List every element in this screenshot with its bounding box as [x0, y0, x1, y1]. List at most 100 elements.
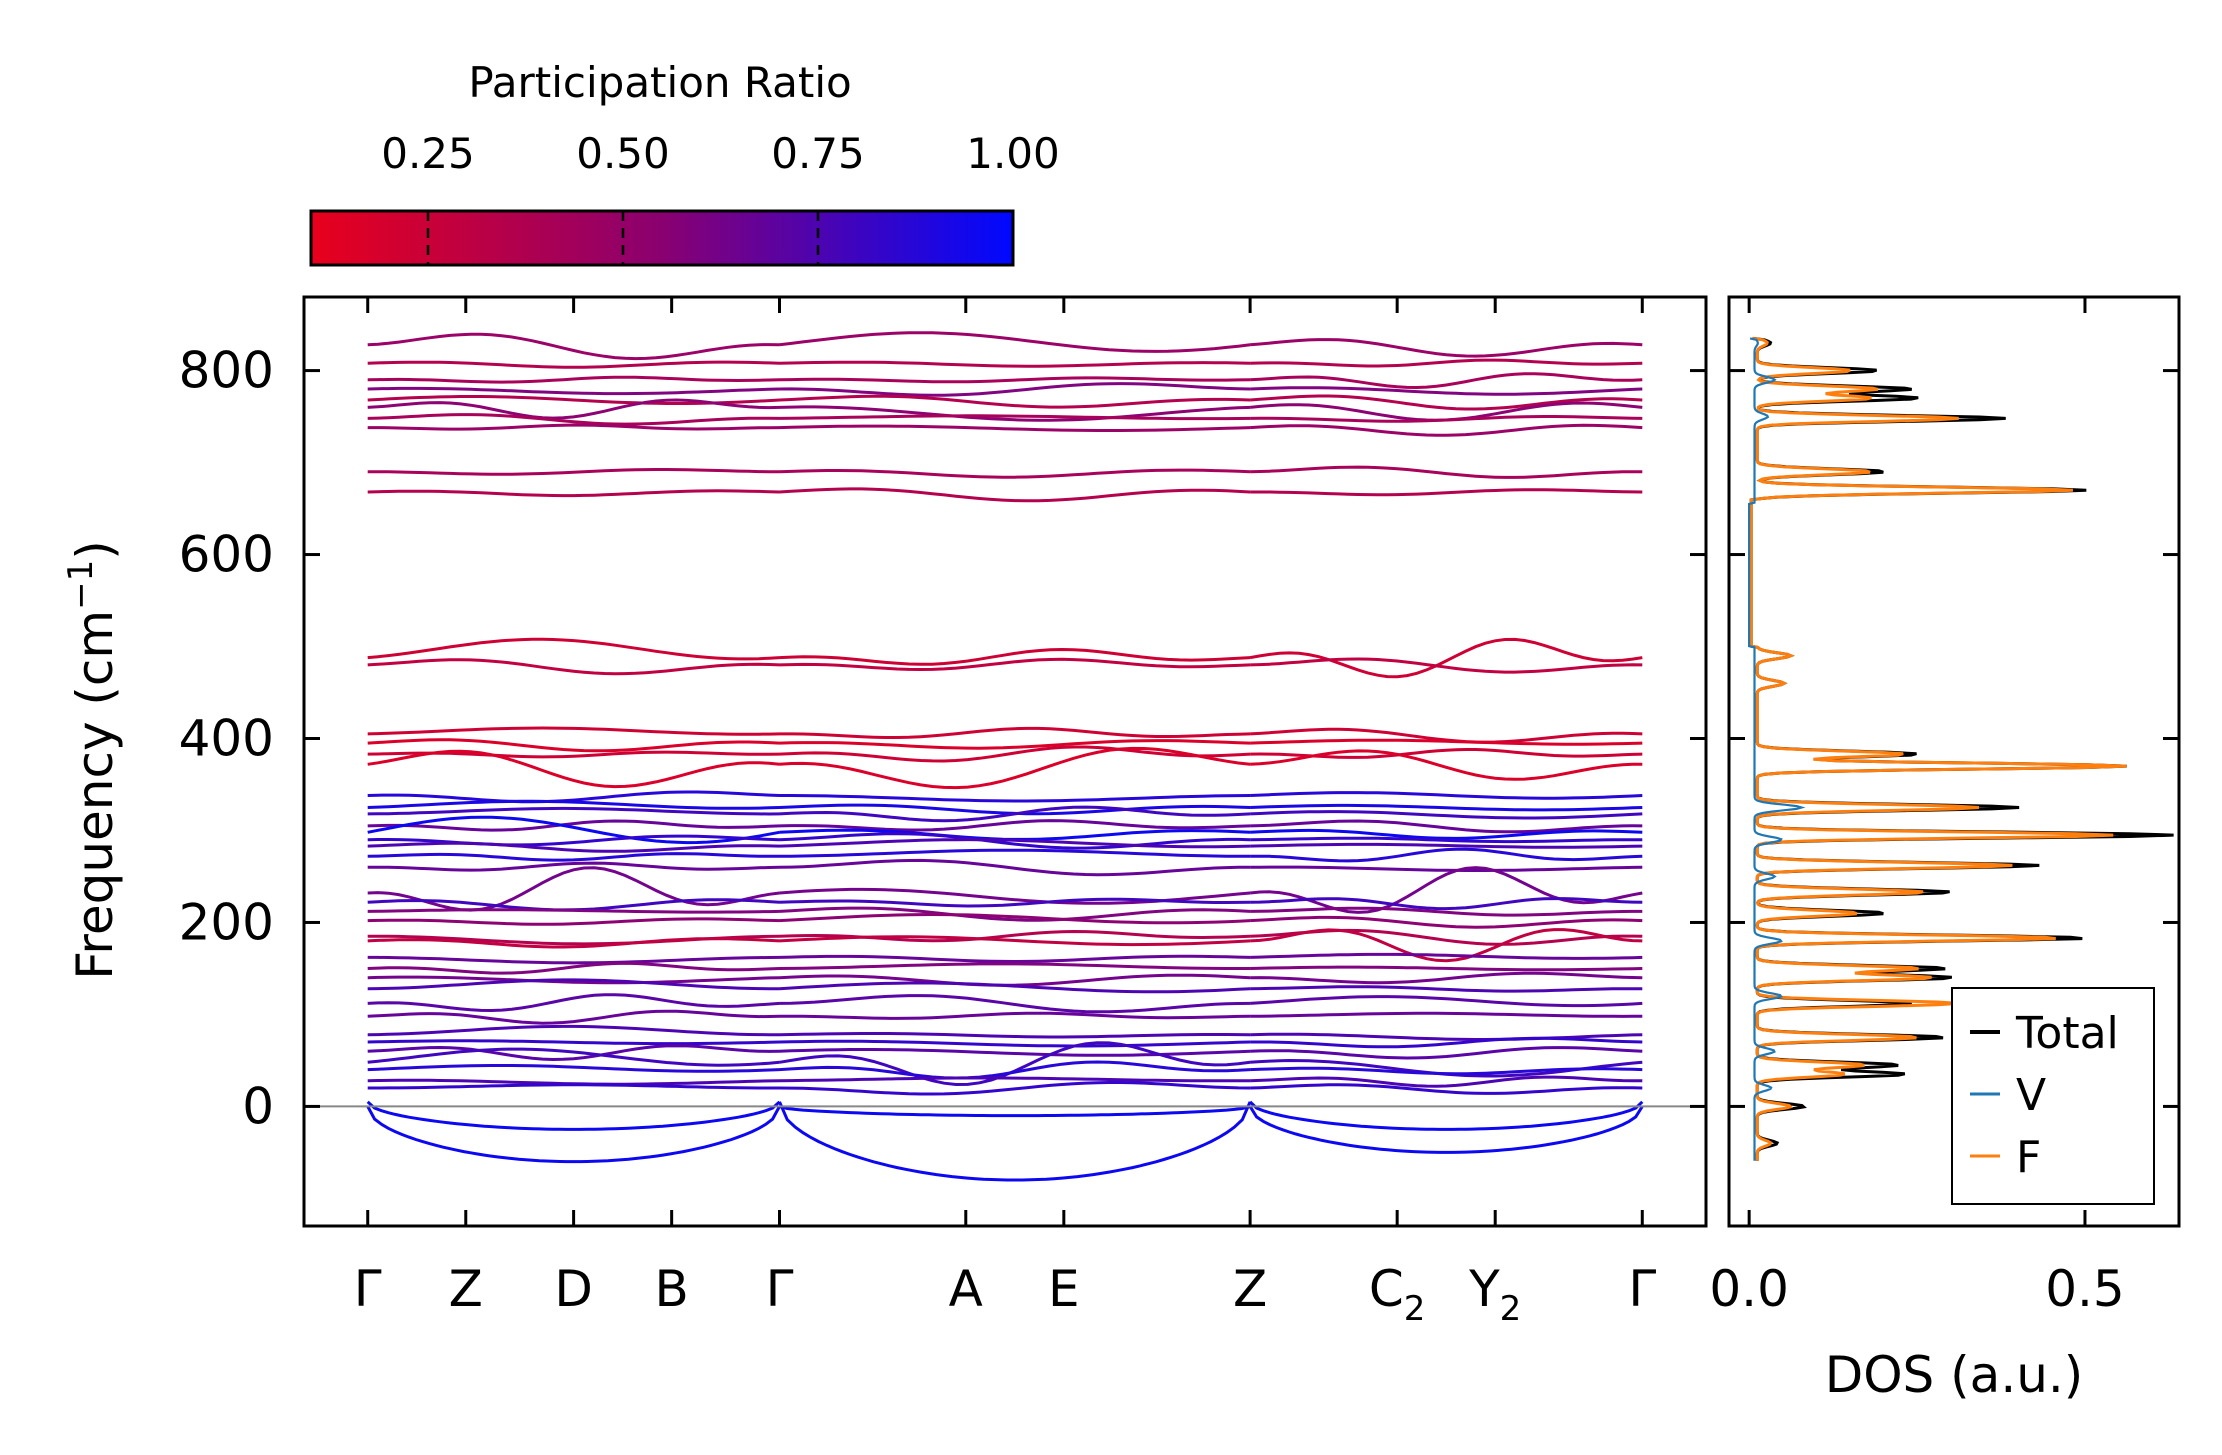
- kpoint-label: Z: [1233, 1260, 1267, 1318]
- band-line: [367, 658, 780, 676]
- kpoint-label: Γ: [766, 1260, 794, 1318]
- band-line: [1250, 928, 1643, 963]
- kpoint-label: D: [554, 1260, 593, 1318]
- band-line: [1249, 394, 1643, 411]
- band-line: [1250, 965, 1643, 972]
- band-line: [779, 739, 1251, 750]
- band-line: [779, 981, 1251, 994]
- band-line: [367, 468, 780, 476]
- colorbar: Participation Ratio 0.25 0.50 0.75 1.00: [309, 58, 1060, 267]
- dos-legend: Total V F: [1951, 987, 2155, 1205]
- y-tick-label: 400: [179, 710, 274, 768]
- colorbar-tick-label: 0.75: [771, 129, 865, 178]
- band-line: [367, 360, 780, 369]
- kpoint-label: B: [655, 1260, 689, 1318]
- band-line: [1250, 971, 1643, 985]
- band-line: [779, 906, 1251, 922]
- colorbar-tick-label: 0.50: [576, 129, 670, 178]
- band-line: [367, 975, 780, 985]
- band-line: [367, 1044, 780, 1062]
- band-line: [779, 382, 1251, 397]
- band-x-ticks: Γ Z D B Γ A E Z C2 Y2 Γ: [354, 297, 1656, 1329]
- band-line: [779, 994, 1251, 1014]
- band-line: [367, 1083, 780, 1090]
- band-line: [367, 790, 780, 804]
- colorbar-tick-label: 1.00: [966, 129, 1060, 178]
- band-line: [367, 637, 780, 661]
- kpoint-label: Y2: [1468, 1260, 1521, 1329]
- band-line: [1250, 1066, 1643, 1076]
- y-tick-label: 600: [179, 526, 274, 584]
- band-line: [367, 1047, 780, 1067]
- band-line: [367, 749, 780, 789]
- band-line: [1249, 866, 1643, 914]
- y-tick-label: 200: [179, 893, 274, 951]
- band-line: [779, 838, 1251, 849]
- band-y-axis-title: Frequency (cm−1): [61, 540, 124, 980]
- band-line: [367, 861, 780, 872]
- band-line: [367, 799, 780, 810]
- band-y-ticks: 0 200 400 600 800: [179, 342, 1706, 1135]
- band-line: [779, 468, 1251, 479]
- band-line: [367, 841, 780, 853]
- soft-mode-line: [366, 1100, 781, 1131]
- band-line: [367, 1039, 780, 1046]
- band-line: [779, 726, 1251, 739]
- band-line: [779, 1076, 1251, 1083]
- band-line: [779, 1039, 1251, 1048]
- band-line: [779, 745, 1251, 763]
- band-line: [1250, 791, 1643, 800]
- band-line: [779, 1048, 1251, 1057]
- band-line: [367, 1024, 780, 1037]
- band-line: [367, 834, 780, 847]
- band-line: [1250, 1032, 1643, 1041]
- band-line: [367, 1009, 780, 1025]
- dos-lines: [1748, 336, 2174, 1161]
- band-line: [367, 955, 780, 965]
- band-line: [779, 376, 1251, 384]
- band-line: [779, 331, 1251, 353]
- band-line: [779, 1081, 1251, 1096]
- band-line: [367, 937, 780, 949]
- band-line: [1250, 952, 1643, 960]
- band-line: [367, 852, 780, 862]
- soft-mode-line: [1249, 1100, 1644, 1131]
- band-line: [1250, 423, 1643, 437]
- band-line: [1250, 865, 1643, 872]
- soft-mode-line: [1248, 1105, 1644, 1154]
- band-line: [367, 866, 780, 912]
- band-line: [1250, 985, 1643, 993]
- band-line: [1250, 828, 1643, 840]
- band-line: [367, 908, 780, 914]
- dos-plot-frame: [1727, 295, 2181, 1228]
- band-line: [1250, 488, 1643, 497]
- band-line: [779, 394, 1251, 409]
- band-line: [1250, 897, 1643, 911]
- colorbar-tick-label: 0.25: [381, 129, 475, 178]
- band-line: [779, 805, 1251, 823]
- dos-x-ticks: 0.0 0.5: [1709, 297, 2125, 1318]
- band-line: [367, 423, 780, 431]
- band-line: [779, 360, 1251, 368]
- band-line: [1250, 810, 1643, 820]
- dos-x-axis-title: DOS (a.u.): [1825, 1346, 2084, 1404]
- band-line: [1250, 847, 1643, 863]
- band-line: [779, 424, 1251, 432]
- band-line: [779, 647, 1251, 666]
- colorbar-gradient: [309, 209, 1015, 267]
- band-line: [1250, 842, 1643, 849]
- band-line: [1250, 415, 1643, 423]
- band-line: [367, 993, 780, 1013]
- band-line: [1250, 819, 1643, 834]
- dos-x-tick-label: 0.5: [2045, 1260, 2125, 1318]
- band-line: [779, 962, 1251, 970]
- legend-label-v: V: [2016, 1070, 2046, 1121]
- band-line: [367, 332, 780, 361]
- dos-series-v: [1748, 337, 1806, 1161]
- y-tick-label: 0: [242, 1077, 274, 1135]
- band-line: [1250, 803, 1643, 812]
- legend-box: [1951, 987, 2155, 1205]
- band-line: [367, 978, 780, 991]
- band-line: [367, 413, 780, 426]
